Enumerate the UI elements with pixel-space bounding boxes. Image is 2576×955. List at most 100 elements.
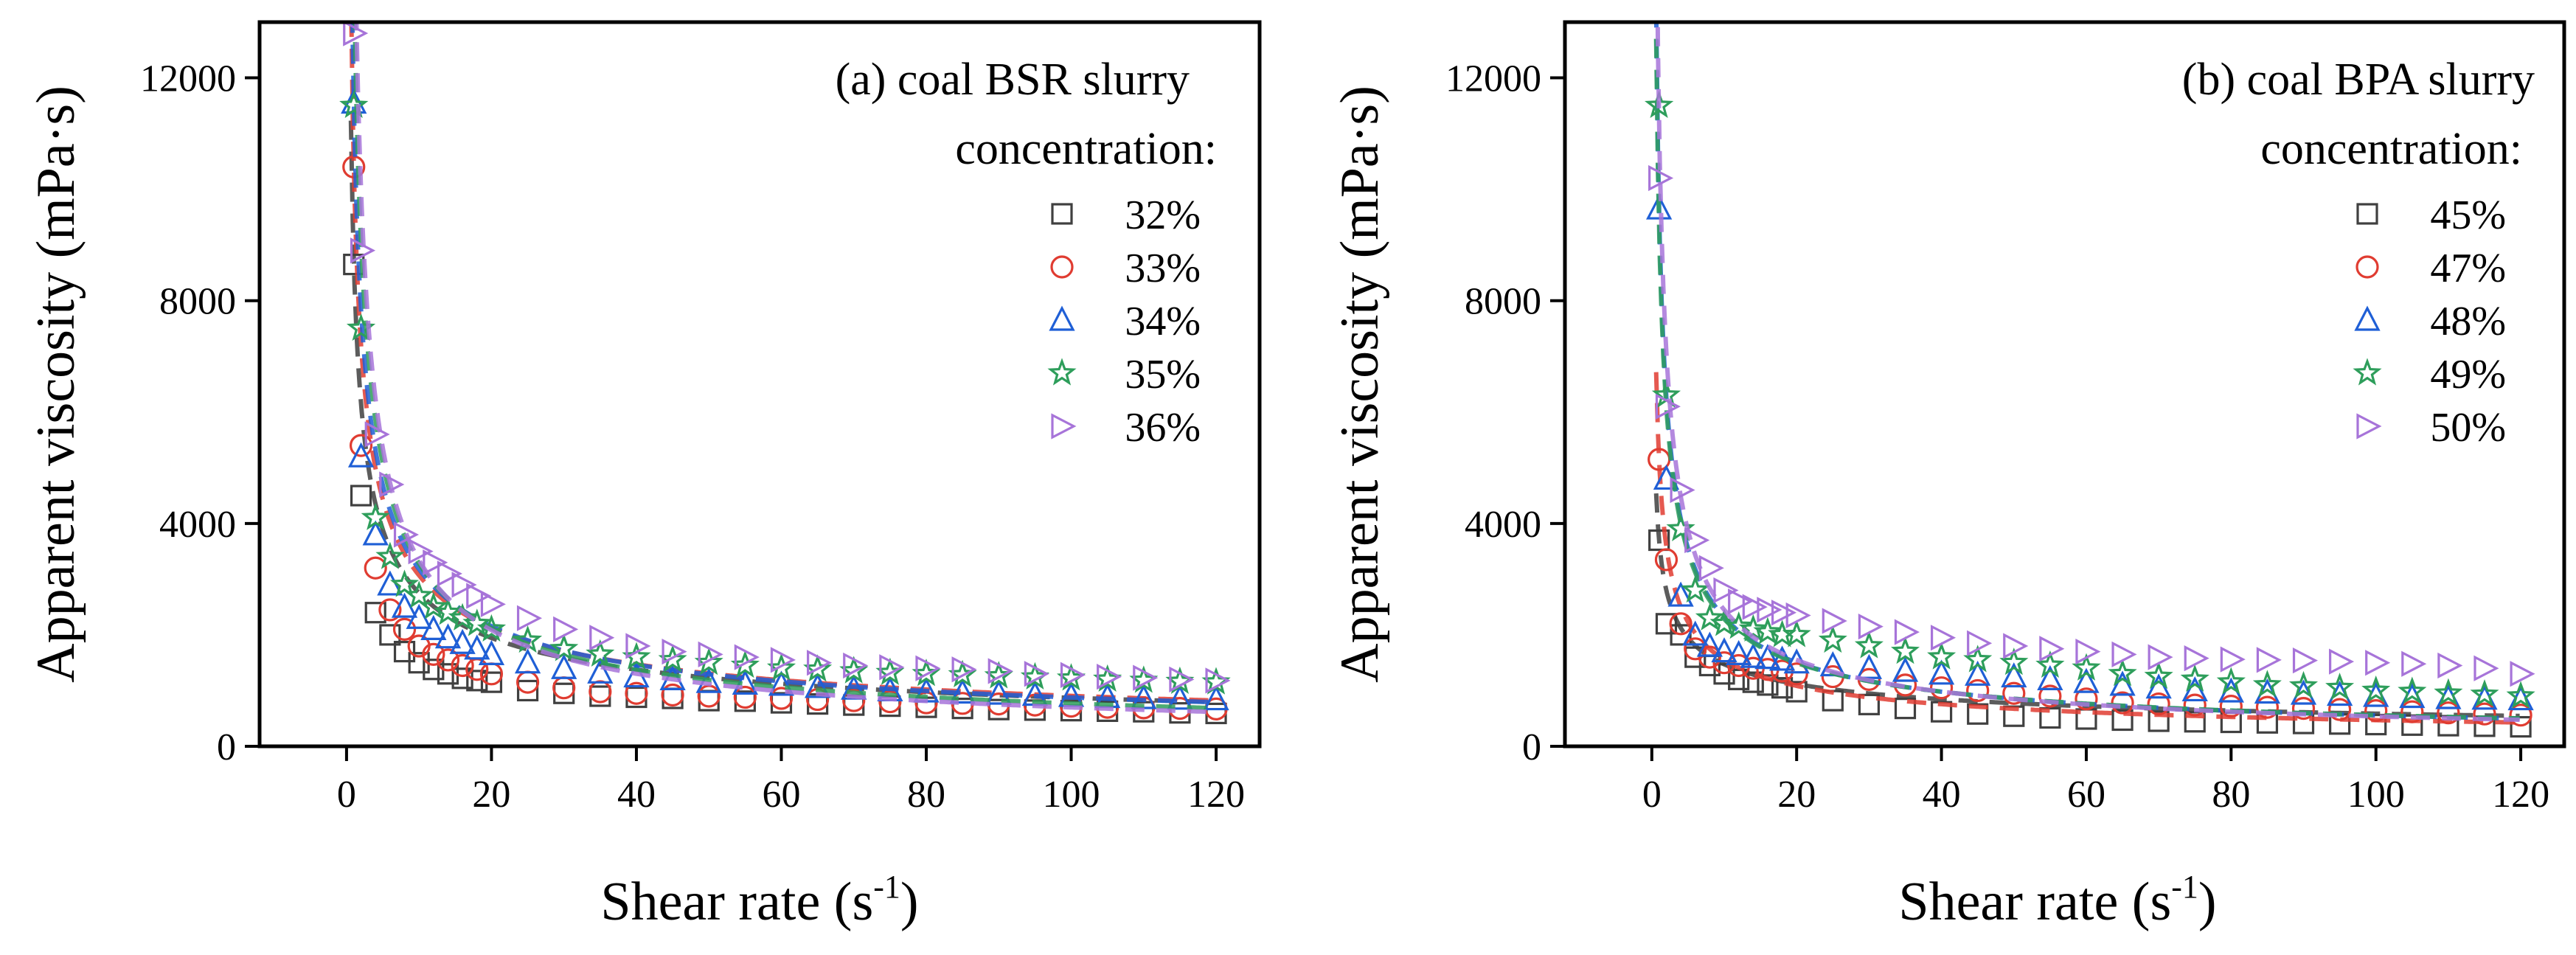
data-point — [361, 502, 390, 530]
data-point — [1167, 684, 1193, 710]
legend-marker — [2354, 305, 2381, 331]
legend-label: 48% — [2430, 299, 2506, 344]
data-point — [661, 683, 684, 707]
data-point — [2325, 673, 2355, 701]
data-point — [2437, 652, 2463, 679]
data-point — [2220, 646, 2246, 673]
data-point — [1894, 619, 1920, 645]
data-point — [422, 642, 445, 666]
data-point — [1894, 698, 1917, 720]
data-point — [1203, 685, 1229, 711]
data-point — [1858, 613, 1884, 640]
data-point — [1757, 597, 1782, 623]
y-tick-label: 8000 — [159, 281, 236, 323]
data-point — [1753, 617, 1782, 645]
data-point — [1927, 642, 1957, 670]
data-point — [804, 673, 831, 698]
y-tick-label: 0 — [1522, 726, 1541, 768]
fit-line-36pct — [354, 22, 1215, 715]
data-point — [362, 520, 389, 546]
plot-frame — [257, 20, 1262, 749]
data-point — [2144, 661, 2173, 690]
data-point — [1742, 671, 1764, 693]
data-point — [375, 541, 405, 569]
data-point — [2039, 706, 2061, 729]
data-point — [2075, 687, 2098, 711]
data-point — [807, 650, 833, 676]
data-point — [406, 603, 432, 629]
x-tick-label: 60 — [2067, 774, 2105, 816]
legend-marker — [2356, 203, 2378, 225]
data-point — [2255, 695, 2280, 719]
data-point — [2401, 650, 2427, 677]
data-point — [1822, 608, 1847, 634]
legend-marker — [2355, 255, 2379, 279]
data-point — [1684, 527, 1710, 554]
data-point — [1740, 642, 1766, 668]
legend-marker — [2353, 358, 2382, 386]
data-point — [625, 681, 648, 705]
data-point — [448, 602, 477, 631]
x-axis-title-sup: -1 — [873, 869, 900, 905]
data-point — [1930, 625, 1957, 651]
data-point — [2400, 700, 2424, 723]
legend-label: 34% — [1125, 299, 1201, 344]
data-point — [878, 690, 902, 714]
data-point — [350, 485, 372, 507]
data-point — [1726, 639, 1752, 665]
data-point — [2180, 664, 2209, 692]
data-point — [879, 654, 905, 681]
data-point — [1724, 611, 1754, 639]
data-point — [949, 678, 976, 704]
x-axis-title-sup: -1 — [2171, 869, 2198, 905]
data-point — [2003, 633, 2029, 659]
data-point — [2252, 670, 2282, 698]
data-point — [2510, 715, 2532, 738]
data-point — [770, 647, 796, 673]
legend: 45% 47% 48% 49% 50% — [2353, 192, 2506, 451]
data-point — [2288, 670, 2319, 699]
data-point — [1667, 581, 1694, 607]
data-point — [423, 549, 448, 576]
data-marks-layer — [339, 22, 1231, 725]
data-point — [1648, 164, 1674, 192]
data-point — [476, 614, 507, 642]
legend-marker — [1051, 413, 1077, 440]
data-point — [2361, 675, 2391, 704]
data-point — [1669, 612, 1693, 636]
legend-marker — [1047, 358, 1077, 386]
data-point — [698, 641, 723, 667]
x-tick-label: 80 — [907, 774, 945, 816]
x-tick-label: 120 — [1187, 774, 1245, 816]
axes-layer: 0 20 40 60 80 100 120 0 4000 8000 12000 — [140, 58, 1245, 816]
data-point — [586, 639, 615, 667]
y-axis-title: Apparent viscosity (mPa·s) — [1330, 86, 1390, 683]
data-point — [1713, 577, 1739, 604]
data-point — [2038, 684, 2062, 708]
data-point — [408, 538, 434, 565]
data-point — [436, 648, 460, 672]
data-point — [1024, 661, 1049, 687]
data-point — [339, 90, 369, 119]
legend-label: 32% — [1125, 192, 1201, 238]
data-point — [1727, 653, 1751, 678]
data-point — [1771, 677, 1794, 699]
data-point — [514, 648, 541, 674]
data-point — [2328, 698, 2352, 721]
data-point — [2219, 695, 2243, 718]
data-point — [1929, 676, 1954, 700]
data-point — [733, 685, 757, 709]
data-point — [1854, 631, 1884, 659]
data-point — [2291, 697, 2316, 720]
data-point — [462, 608, 492, 636]
x-axis-title-main: Shear rate (s — [1898, 872, 2171, 932]
legend: 32% 33% 34% 35% 36% — [1047, 192, 1201, 451]
data-point — [985, 679, 1012, 705]
chart-panel-b: 0 20 40 60 80 100 120 0 4000 8000 12000 (b) coal B… — [1330, 20, 2566, 932]
y-axis-title: Apparent viscosity (mPa·s) — [26, 86, 86, 683]
data-point — [392, 617, 417, 641]
data-point — [1681, 574, 1710, 603]
data-point — [2037, 664, 2063, 690]
data-point — [1967, 703, 1989, 725]
data-point — [587, 658, 614, 684]
